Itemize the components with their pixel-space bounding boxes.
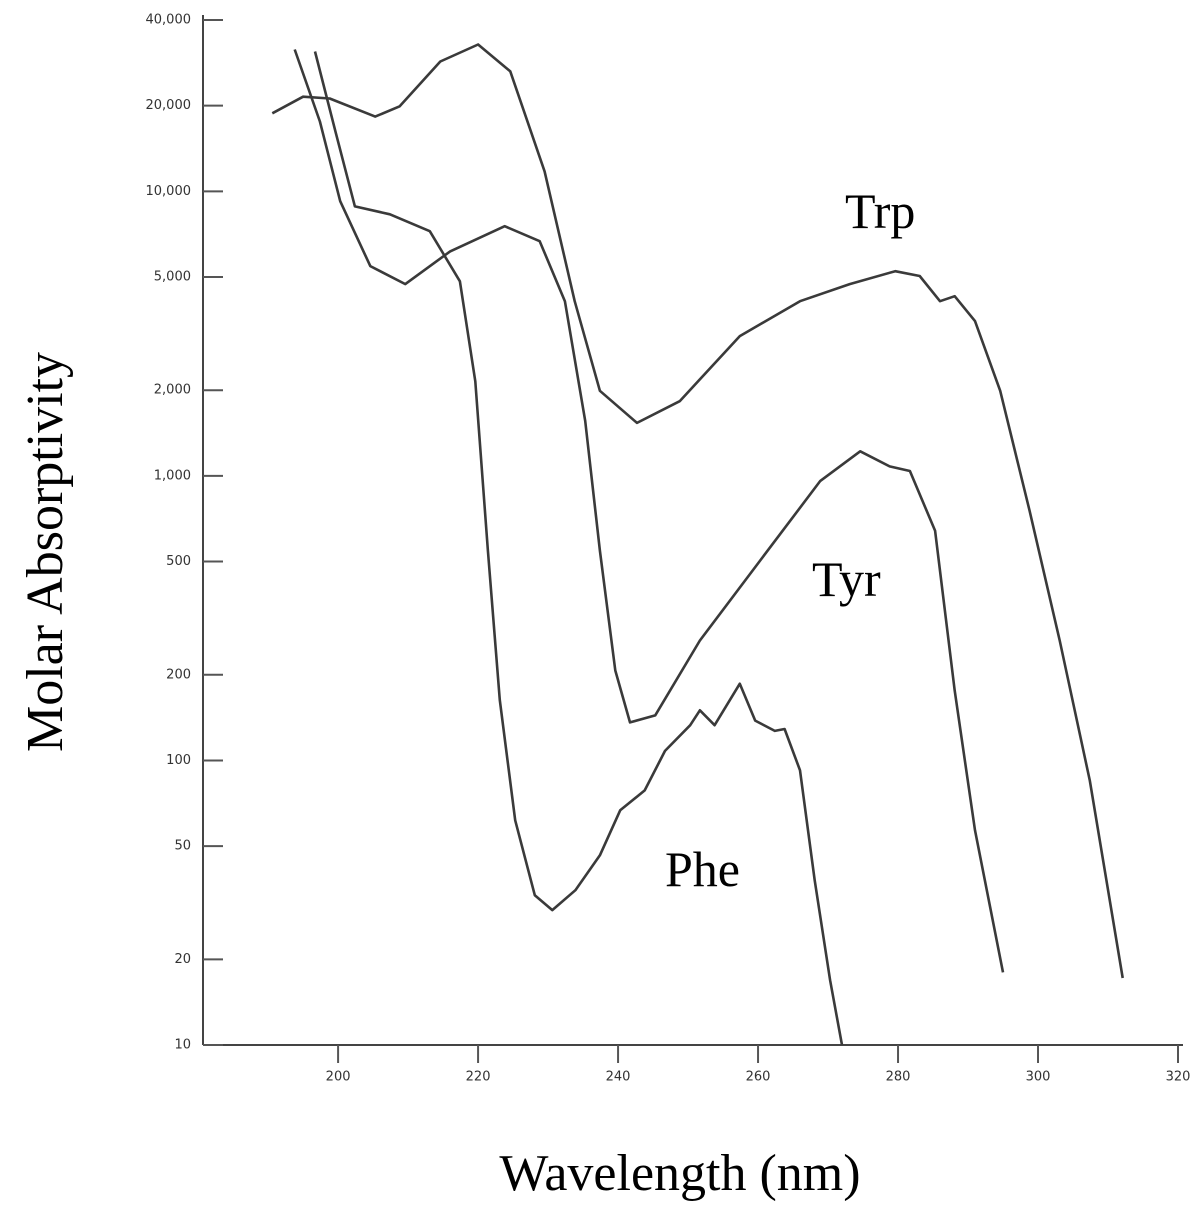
y-tick-label: 20,000: [146, 98, 192, 113]
x-tick-label: 200: [326, 1070, 351, 1085]
y-tick-label: 200: [166, 667, 191, 682]
y-tick-label: 50: [174, 839, 191, 854]
series-annotation: Phe: [665, 841, 740, 897]
y-tick-label: 100: [166, 753, 191, 768]
y-tick-label: 20: [174, 952, 191, 967]
x-tick-label: 220: [466, 1070, 491, 1085]
series-line: [271, 43, 1124, 979]
x-tick-label: 260: [746, 1070, 771, 1085]
y-tick-label: 5,000: [154, 269, 191, 284]
y-tick-label: 10,000: [146, 184, 192, 199]
y-axis-title: Molar Absorptivity: [17, 352, 74, 752]
x-tick-label: 300: [1026, 1070, 1051, 1085]
y-tick-label: 500: [166, 554, 191, 569]
x-tick-label: 240: [606, 1070, 631, 1085]
x-tick-label: 320: [1166, 1070, 1191, 1085]
series-line: [313, 51, 844, 1046]
x-tick-label: 280: [886, 1070, 911, 1085]
y-tick-label: 10: [174, 1038, 191, 1053]
y-tick-label: 1,000: [154, 468, 191, 483]
y-tick-label: 40,000: [146, 13, 192, 28]
y-tick-label: 2,000: [154, 383, 191, 398]
series-line: [293, 49, 1005, 973]
series-annotation: Trp: [845, 183, 915, 239]
x-axis-title: Wavelength (nm): [499, 1145, 860, 1202]
series-annotation: Tyr: [812, 551, 881, 607]
